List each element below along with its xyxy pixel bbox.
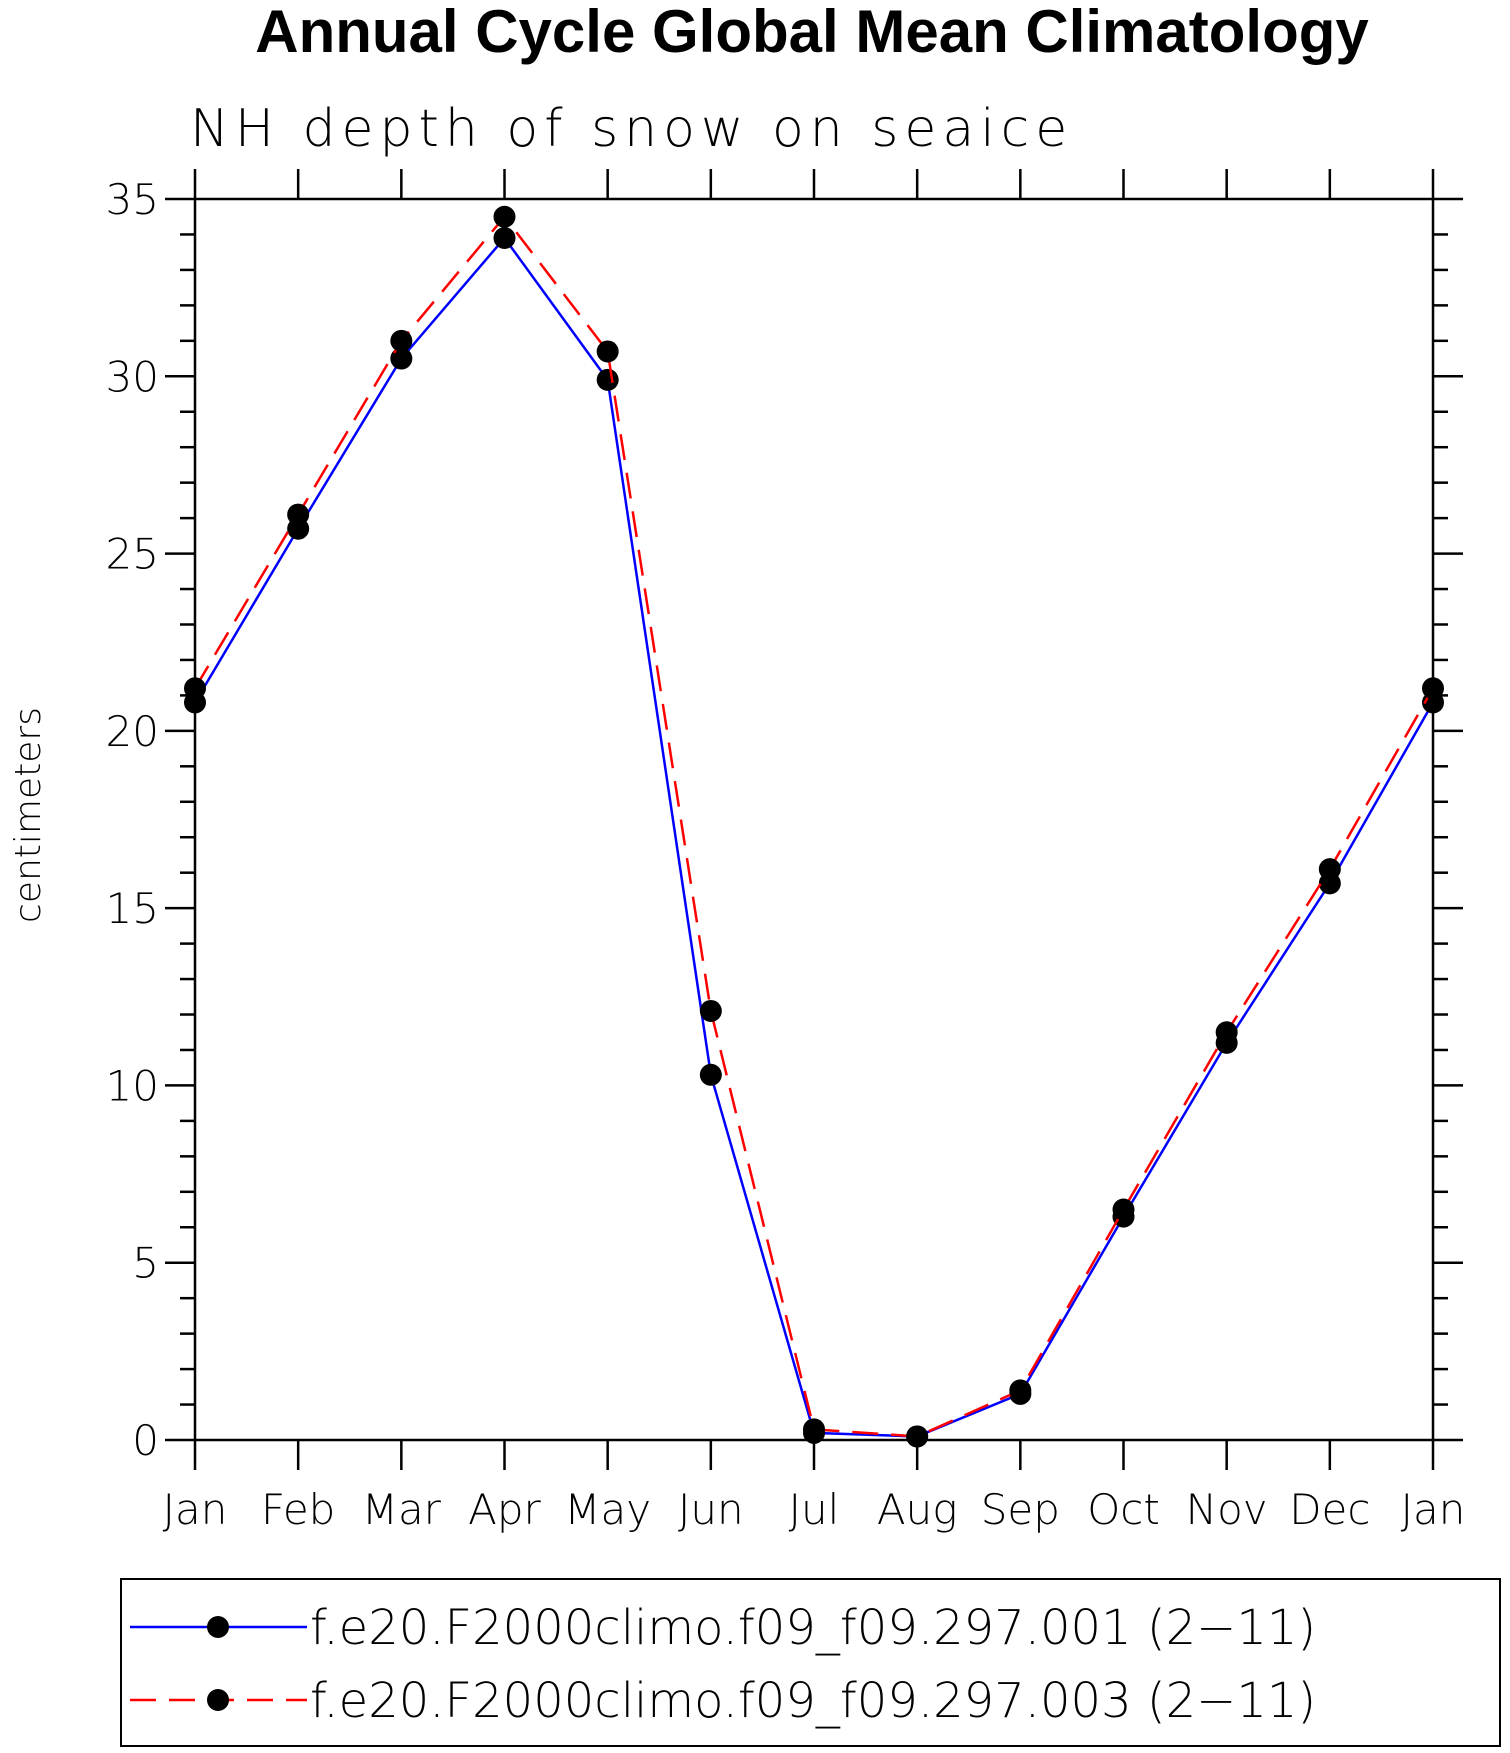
legend-marker — [207, 1616, 229, 1638]
series-1 — [184, 227, 1444, 1448]
x-tick-label: Nov — [1186, 1485, 1268, 1534]
y-tick-label: 30 — [106, 352, 159, 401]
y-tick-label: 25 — [106, 530, 159, 579]
data-point — [699, 999, 722, 1022]
series-2 — [184, 205, 1444, 1448]
series-layer — [184, 205, 1444, 1448]
y-tick-label: 10 — [106, 1061, 159, 1110]
data-point — [1422, 677, 1444, 700]
data-point — [390, 347, 413, 370]
data-point — [287, 503, 310, 526]
legend-label: f.e20.F2000climo.f09_f09.297.001 (2−11) — [310, 1600, 1316, 1656]
axes: Jan Feb Mar Apr May Jun Jul Aug Sep Oct Nov Dec Jan0… — [106, 169, 1466, 1534]
data-point — [596, 368, 619, 391]
data-point — [1215, 1021, 1238, 1044]
data-point — [1112, 1198, 1135, 1221]
y-tick-label: 35 — [106, 175, 159, 224]
y-tick-label: 15 — [106, 884, 159, 933]
data-point — [184, 677, 206, 700]
x-tick-label: Jul — [789, 1485, 840, 1534]
y-tick-label: 0 — [132, 1416, 159, 1465]
x-tick-label: Dec — [1289, 1485, 1370, 1534]
y-axis-label: centimeters — [8, 707, 49, 923]
x-tick-label: Oct — [1087, 1485, 1160, 1534]
y-tick-label: 5 — [132, 1239, 159, 1288]
series-line-2 — [193, 214, 1435, 1438]
legend-marker — [207, 1689, 229, 1711]
x-tick-label: Jan — [163, 1485, 228, 1534]
data-point — [1318, 858, 1341, 881]
data-point — [493, 205, 516, 228]
data-point — [906, 1425, 929, 1448]
x-tick-label: Aug — [877, 1485, 958, 1534]
plot-frame — [193, 197, 1435, 1442]
x-tick-label: May — [564, 1485, 651, 1534]
chart-title: Annual Cycle Global Mean Climatology — [255, 0, 1369, 65]
x-tick-label: Apr — [468, 1485, 541, 1534]
data-point — [596, 340, 619, 363]
x-tick-label: Jan — [1401, 1485, 1466, 1534]
data-point — [493, 227, 516, 250]
legend-entry-2: f.e20.F2000climo.f09_f09.297.003 (2−11) — [130, 1673, 1316, 1729]
x-tick-label: Jun — [678, 1485, 744, 1534]
series-line-1 — [193, 235, 1435, 1438]
x-tick-label: Sep — [981, 1485, 1060, 1534]
y-tick-label: 20 — [106, 707, 159, 756]
data-point — [803, 1418, 825, 1441]
x-tick-label: Feb — [261, 1485, 335, 1534]
legend: f.e20.F2000climo.f09_f09.297.001 (2−11) f… — [130, 1600, 1316, 1729]
data-point — [699, 1063, 722, 1086]
data-point — [390, 329, 413, 352]
legend-box — [120, 1578, 1501, 1747]
legend-label: f.e20.F2000climo.f09_f09.297.003 (2−11) — [310, 1673, 1316, 1729]
x-tick-label: Mar — [362, 1485, 442, 1534]
legend-entry-1: f.e20.F2000climo.f09_f09.297.001 (2−11) — [130, 1600, 1316, 1656]
data-point — [1009, 1379, 1032, 1402]
chart-subtitle: NH depth of snow on seaice — [190, 99, 1073, 159]
